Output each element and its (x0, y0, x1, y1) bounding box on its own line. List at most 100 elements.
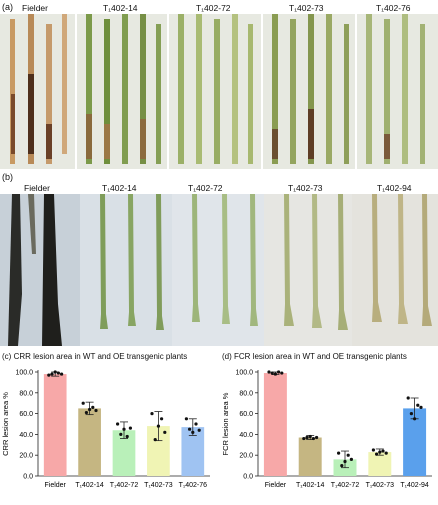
y-tick-label: 40.0 (19, 432, 33, 439)
data-point-3-4 (384, 451, 388, 455)
data-point-3-1 (375, 452, 379, 456)
panel-a-label-4: T₁402-73 (289, 3, 324, 13)
bar-1 (298, 437, 322, 476)
y-tick-label: 20.0 (239, 453, 253, 460)
panel-d-title-row: (d) FCR lesion area in WT and OE transge… (222, 352, 407, 361)
panel-b-label-4: T₁402-73 (288, 183, 323, 193)
x-tick-label-0: Fielder (265, 482, 287, 489)
bar-4 (403, 408, 427, 476)
data-point-2-4 (128, 426, 132, 430)
fcr-chart: FCR lesion area % 0.0 20.0 40.0 60.0 80.0 100.… (220, 364, 438, 500)
data-point-2-3 (125, 434, 129, 439)
data-point-2-4 (349, 457, 353, 461)
bar-4 (181, 427, 205, 476)
data-point-2-0 (116, 422, 120, 426)
data-point-0-1 (50, 372, 54, 376)
data-point-4-3 (194, 422, 198, 426)
panel-c-title: CRR lesion area in WT and OE transgenic … (13, 352, 188, 361)
panel-b-photo (0, 194, 438, 346)
data-point-2-2 (122, 427, 126, 431)
fielder-stems (10, 14, 67, 164)
panel-a-label-5: T₁402-76 (376, 3, 411, 13)
y-tick-label: 0.0 (243, 474, 253, 481)
data-point-0-3 (56, 371, 61, 375)
data-point-2-1 (340, 464, 344, 468)
data-point-2-0 (337, 451, 341, 455)
y-tick-label: 0.0 (23, 474, 33, 481)
y-tick-label: 20.0 (19, 453, 33, 460)
bar-0 (263, 373, 287, 476)
bar-3 (368, 452, 392, 476)
y-tick-label: 100.0 (235, 370, 253, 377)
data-point-0-2 (53, 370, 57, 374)
panel-a-label-2: T₁402-14 (103, 3, 138, 13)
x-tick-label-2: T₁402-72 (331, 482, 360, 489)
y-tick-label: 100.0 (15, 370, 33, 377)
x-tick-label-4: T₁402-76 (179, 482, 208, 489)
y-tick-label: 80.0 (19, 390, 33, 397)
data-point-4-4 (197, 428, 201, 432)
data-point-4-0 (406, 396, 410, 400)
x-tick-label-2: T₁402-72 (110, 482, 139, 489)
panel-b-label-3: T₁402-72 (188, 183, 223, 193)
panel-d-title: FCR lesion area in WT and OE transgenic … (234, 352, 407, 361)
panel-b-label-5: T₁402-94 (377, 183, 412, 193)
data-point-1-3 (91, 405, 95, 409)
panel-a-label-3: T₁402-72 (196, 3, 231, 13)
panel-d-letter: (d) (222, 352, 232, 361)
y-axis-label: FCR lesion area % (221, 392, 230, 455)
data-point-1-0 (302, 436, 306, 441)
data-point-0-4 (280, 371, 284, 375)
x-tick-label-1: T₁402-14 (296, 482, 325, 489)
data-point-2-1 (119, 432, 123, 436)
data-point-3-4 (163, 430, 167, 434)
data-point-4-1 (409, 412, 413, 416)
crr-chart-svg: CRR lesion area % 0.0 20.0 40.0 60.0 80.0 100.… (1, 370, 210, 489)
x-tick-label-0: Fielder (44, 482, 66, 489)
data-point-3-1 (153, 438, 157, 442)
fcr-chart-svg: FCR lesion area % 0.0 20.0 40.0 60.0 80.0 100.… (221, 370, 432, 489)
y-tick-label: 40.0 (239, 432, 253, 439)
data-point-0-0 (47, 373, 51, 377)
data-point-1-4 (315, 435, 319, 440)
data-point-1-1 (84, 410, 88, 415)
data-point-0-4 (60, 372, 64, 376)
data-point-0-3 (277, 370, 281, 374)
crr-chart: CRR lesion area % 0.0 20.0 40.0 60.0 80.0 100.… (0, 364, 216, 500)
bar-2 (112, 430, 136, 476)
bar-1 (78, 408, 101, 476)
data-point-3-0 (371, 448, 375, 452)
x-tick-label-1: T₁402-14 (75, 482, 104, 489)
data-point-1-3 (311, 436, 315, 441)
data-point-4-3 (416, 403, 420, 407)
data-point-0-0 (267, 370, 271, 374)
data-point-3-2 (156, 424, 160, 428)
data-point-1-1 (305, 435, 309, 440)
data-point-1-4 (94, 408, 98, 413)
x-tick-label-3: T₁402-73 (366, 482, 395, 489)
data-point-3-3 (160, 417, 164, 421)
data-point-2-3 (346, 453, 350, 457)
x-tick-label-4: T₁402-94 (400, 482, 429, 489)
data-point-4-4 (419, 405, 423, 409)
y-axis-label: CRR lesion area % (1, 392, 10, 456)
data-point-4-1 (188, 427, 192, 431)
data-point-0-1 (270, 371, 274, 375)
data-point-0-2 (273, 372, 277, 376)
panel-a-letter: (a) (2, 2, 13, 12)
data-point-4-2 (413, 417, 417, 421)
data-point-2-2 (343, 459, 347, 464)
panel-c-letter: (c) (2, 352, 12, 361)
panel-a-label-1: Fielder (22, 3, 48, 13)
data-point-3-2 (378, 450, 382, 454)
data-point-4-2 (191, 430, 195, 434)
y-tick-label: 60.0 (239, 411, 253, 418)
x-tick-label-3: T₁402-73 (144, 482, 173, 489)
data-point-4-0 (184, 417, 188, 421)
bar-0 (43, 374, 67, 476)
data-point-3-3 (381, 449, 385, 453)
data-point-1-2 (88, 407, 92, 412)
panel-c-title-row: (c) CRR lesion area in WT and OE transge… (2, 352, 187, 361)
panel-b-label-2: T₁402-14 (102, 183, 137, 193)
panel-a-photo (0, 14, 438, 169)
